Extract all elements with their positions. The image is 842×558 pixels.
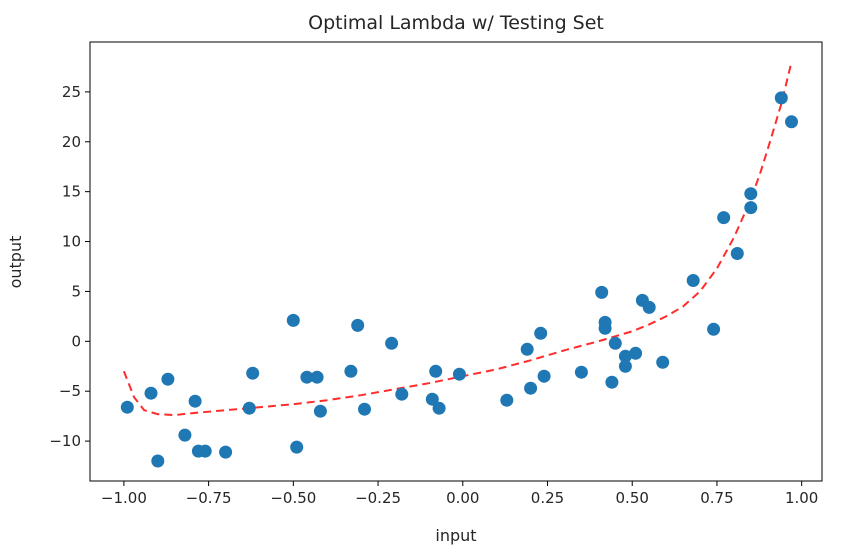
- data-point: [520, 342, 534, 356]
- data-point: [686, 274, 700, 287]
- x-tick-label: 0.50: [616, 489, 649, 507]
- data-point: [290, 440, 304, 454]
- data-point: [598, 321, 612, 335]
- data-point: [629, 346, 643, 360]
- data-point: [198, 444, 212, 458]
- x-tick-label: −0.75: [186, 489, 232, 507]
- data-point: [286, 313, 300, 327]
- y-tick-label: −5: [59, 382, 81, 400]
- x-axis-ticks: −1.00 −0.75 −0.50 −0.25 0.00 0.25 0.50 0.75 1.00: [101, 481, 818, 507]
- y-axis-ticks: −10 −5 0 5 10 15 20 25: [49, 83, 90, 450]
- data-point: [300, 370, 314, 384]
- x-tick-label: 1.00: [785, 489, 818, 507]
- data-point: [452, 367, 466, 381]
- x-tick-label: 0.00: [446, 489, 479, 507]
- scatter-points-layer: [120, 91, 798, 468]
- data-point: [385, 336, 399, 350]
- data-point: [313, 404, 327, 418]
- data-point: [608, 336, 622, 350]
- data-point: [717, 211, 731, 225]
- data-point: [161, 372, 175, 386]
- data-point: [774, 91, 788, 105]
- data-point: [425, 392, 439, 406]
- data-point: [500, 393, 514, 407]
- y-tick-label: 10: [62, 233, 81, 251]
- data-point: [219, 445, 233, 459]
- fit-line: [122, 61, 793, 417]
- data-point: [120, 400, 134, 414]
- data-point: [178, 428, 192, 442]
- data-point: [524, 381, 538, 395]
- x-axis-label: input: [435, 526, 476, 545]
- data-point: [242, 401, 256, 415]
- data-point: [744, 187, 758, 201]
- data-point: [605, 375, 619, 389]
- y-axis-label: output: [6, 236, 25, 289]
- data-point: [595, 285, 609, 299]
- data-point: [246, 366, 260, 380]
- y-tick-label: 0: [71, 332, 81, 350]
- data-point: [429, 364, 443, 378]
- x-tick-label: −0.25: [355, 489, 401, 507]
- data-point: [151, 454, 165, 468]
- y-tick-label: 15: [62, 183, 81, 201]
- plot-frame: [89, 41, 823, 482]
- data-point: [574, 365, 588, 379]
- data-point: [642, 300, 656, 314]
- y-tick-label: 20: [62, 133, 81, 151]
- data-point: [618, 359, 632, 373]
- x-tick-label: −0.50: [270, 489, 316, 507]
- chart-title: Optimal Lambda w/ Testing Set: [308, 12, 604, 34]
- x-tick-label: 0.75: [700, 489, 733, 507]
- data-point: [744, 201, 758, 215]
- x-tick-label: 0.25: [531, 489, 564, 507]
- data-point: [730, 247, 744, 260]
- data-point: [707, 322, 721, 336]
- data-point: [534, 326, 548, 340]
- data-point: [351, 318, 365, 332]
- fit-line-layer: [122, 61, 793, 417]
- data-point: [395, 387, 409, 401]
- y-tick-label: −10: [49, 432, 81, 450]
- data-point: [144, 386, 158, 400]
- data-point: [188, 394, 202, 408]
- y-tick-label: 25: [62, 83, 81, 101]
- data-point: [358, 402, 371, 416]
- x-tick-label: −1.00: [101, 489, 147, 507]
- y-tick-label: 5: [71, 282, 81, 300]
- data-point: [618, 349, 632, 363]
- data-point: [344, 364, 358, 378]
- data-point: [432, 401, 446, 415]
- data-point: [785, 115, 798, 129]
- data-point: [310, 370, 324, 384]
- data-point: [537, 369, 551, 383]
- data-point: [656, 355, 670, 369]
